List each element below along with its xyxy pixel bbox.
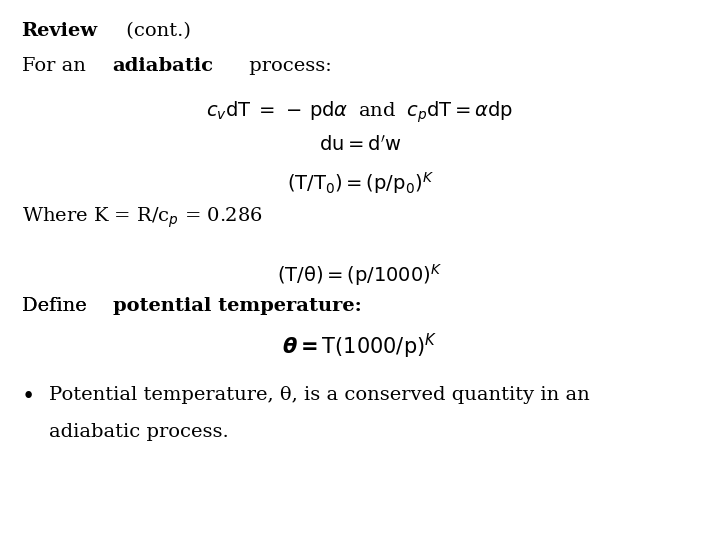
Text: $(\mathrm{T/\theta}) = (\mathrm{p/1000})^K$: $(\mathrm{T/\theta}) = (\mathrm{p/1000})… xyxy=(277,262,443,288)
Text: adiabatic: adiabatic xyxy=(112,57,213,75)
Text: $\mathrm{du = d'w}$: $\mathrm{du = d'w}$ xyxy=(319,135,401,155)
Text: Define: Define xyxy=(22,297,93,315)
Text: Define: Define xyxy=(22,297,93,315)
Text: Where K = R/c$_p$ = 0.286: Where K = R/c$_p$ = 0.286 xyxy=(22,205,263,229)
Text: potential temperature:: potential temperature: xyxy=(113,297,362,315)
Text: process:: process: xyxy=(243,57,331,75)
Text: Review: Review xyxy=(22,22,98,39)
Text: $\boldsymbol{\theta = \mathrm{T(1000/p)}^K}$: $\boldsymbol{\theta = \mathrm{T(1000/p)}… xyxy=(282,332,438,361)
Text: (cont.): (cont.) xyxy=(120,22,191,39)
Text: $(\mathrm{T/T_0}) = (\mathrm{p/p_0})^K$: $(\mathrm{T/T_0}) = (\mathrm{p/p_0})^K$ xyxy=(287,170,433,196)
Text: adiabatic process.: adiabatic process. xyxy=(49,423,229,441)
Text: For an: For an xyxy=(22,57,91,75)
Text: •: • xyxy=(22,386,35,408)
Text: Potential temperature, θ, is a conserved quantity in an: Potential temperature, θ, is a conserved… xyxy=(49,386,590,404)
Text: $c_v\mathrm{dT}\;=\,-\,\mathrm{pd}\alpha\;$ and $\;c_p\mathrm{dT} = \alpha\mathr: $c_v\mathrm{dT}\;=\,-\,\mathrm{pd}\alpha… xyxy=(207,100,513,125)
